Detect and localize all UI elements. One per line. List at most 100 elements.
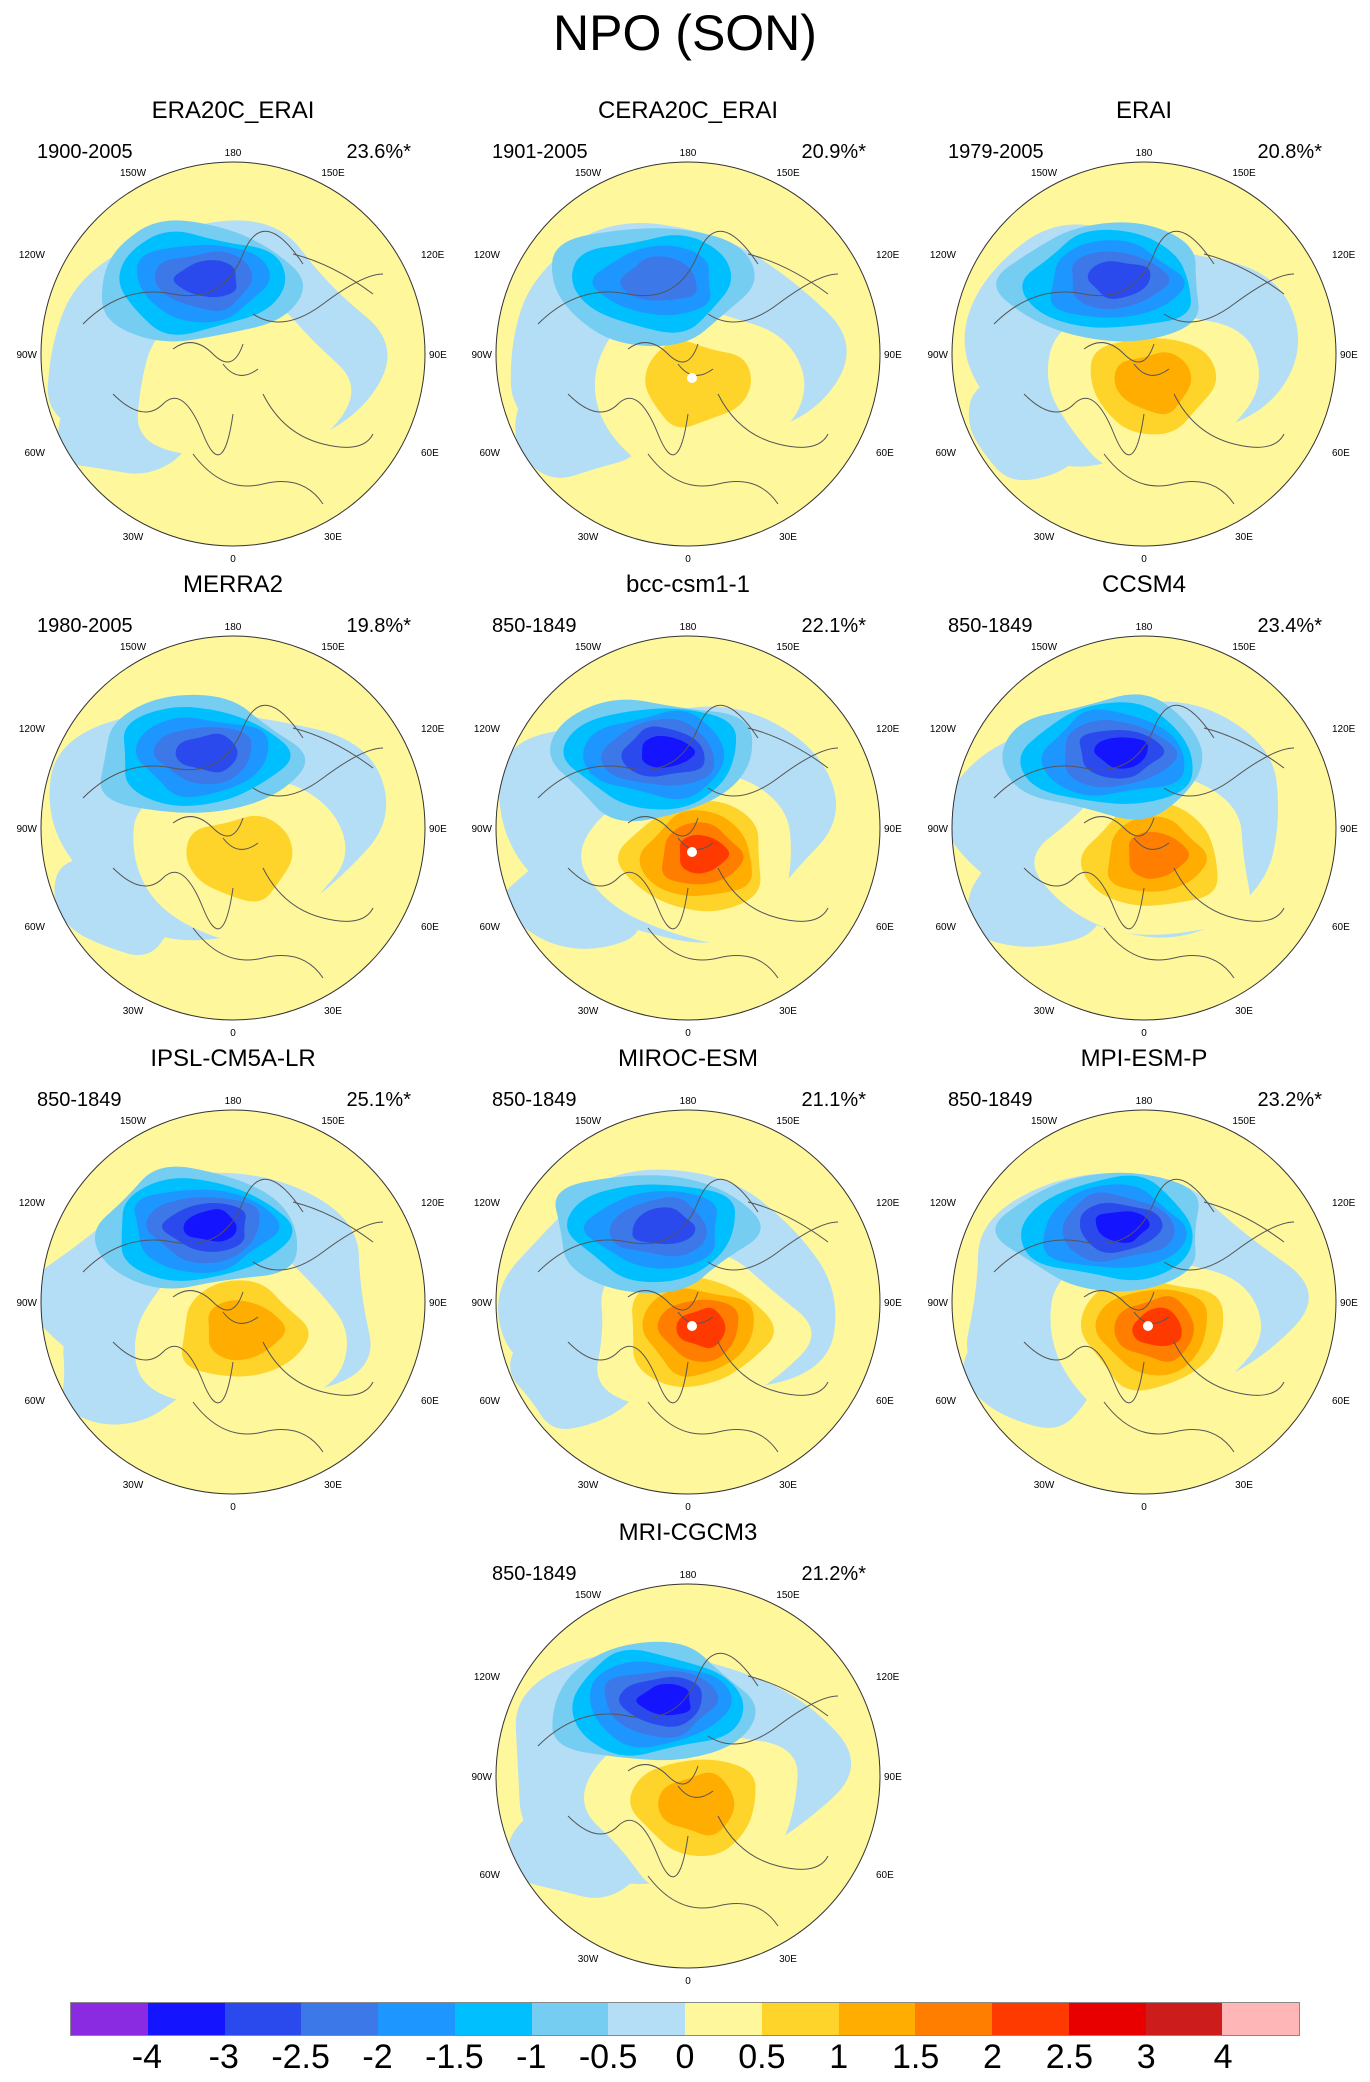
longitude-label: 120W xyxy=(474,1672,501,1683)
longitude-label: 90E xyxy=(429,824,447,835)
colorbar-cell xyxy=(147,2003,225,2035)
longitude-label: 30E xyxy=(324,1006,342,1017)
negative-contour xyxy=(636,1683,691,1716)
longitude-label: 180 xyxy=(225,622,242,633)
longitude-label: 120E xyxy=(876,250,900,261)
colorbar-cell xyxy=(915,2003,992,2035)
longitude-label: 120W xyxy=(19,250,46,261)
longitude-label: 60W xyxy=(479,922,500,933)
longitude-label: 180 xyxy=(680,148,697,159)
longitude-label: 30W xyxy=(578,1480,599,1491)
polar-map: MRI-CGCM3 850-1849 21.2%* 180 150W 150E 120W 12… xyxy=(471,1519,902,1987)
longitude-label: 150E xyxy=(1232,1116,1256,1127)
colorbar-labels: -4 -3 -2.5 -2 -1.5 -1 -0.5 0 0.5 1 1.5 2 2.5 3 4 xyxy=(0,2036,1370,2080)
coastlines xyxy=(537,1178,839,1453)
longitude-label: 60W xyxy=(479,1870,500,1881)
longitude-label: 120W xyxy=(474,724,501,735)
longitude-label: 150W xyxy=(1031,1116,1058,1127)
map-panel: IPSL-CM5A-LR 850-1849 25.1%* 180 150W 150E 120… xyxy=(15,1040,447,1513)
map-outline xyxy=(40,161,426,547)
longitude-label: 150W xyxy=(575,642,602,653)
longitude-label: 150E xyxy=(776,642,800,653)
longitude-label: 120E xyxy=(876,724,900,735)
polar-map: bcc-csm1-1 850-1849 22.1%* 180 150W 150E 120W 1… xyxy=(471,571,902,1039)
colorbar-tick-label: 3 xyxy=(1136,2038,1156,2076)
coastlines xyxy=(993,704,1295,979)
longitude-label: 30E xyxy=(324,1480,342,1491)
negative-contour xyxy=(183,1209,237,1242)
pole-marker xyxy=(1143,1321,1153,1331)
anomaly-field xyxy=(952,636,1336,1020)
pole-marker xyxy=(687,1321,697,1331)
longitude-label: 30E xyxy=(779,532,797,543)
panel-title: ERAI xyxy=(1116,97,1172,124)
coastlines xyxy=(82,704,384,979)
longitude-label: 90E xyxy=(884,824,902,835)
coastlines xyxy=(537,704,839,979)
longitude-label: 30W xyxy=(578,1006,599,1017)
longitude-label: 60E xyxy=(876,448,894,459)
colorbar-tick-label: 2.5 xyxy=(1045,2038,1094,2076)
colorbar-cell xyxy=(761,2003,839,2035)
colorbar-cell xyxy=(608,2003,685,2035)
colorbar-cell xyxy=(685,2003,762,2035)
longitude-label: 0 xyxy=(1141,1028,1147,1039)
negative-contour xyxy=(620,256,697,301)
positive-contour xyxy=(1114,352,1192,415)
panel-title: MRI-CGCM3 xyxy=(619,1519,758,1546)
longitude-label: 60E xyxy=(1332,448,1350,459)
longitude-label: 0 xyxy=(685,554,691,565)
panel-variance: 22.1%* xyxy=(802,615,867,637)
longitude-label: 120W xyxy=(19,724,46,735)
colorbar-cell xyxy=(1145,2003,1223,2035)
longitude-label: 90W xyxy=(471,350,492,361)
map-outline xyxy=(951,161,1337,547)
negative-contour xyxy=(1095,1211,1150,1243)
longitude-label: 120E xyxy=(1332,724,1356,735)
negative-contour xyxy=(1087,261,1151,299)
longitude-label: 120W xyxy=(930,724,957,735)
colorbar-cell xyxy=(531,2003,609,2035)
longitude-label: 30E xyxy=(779,1480,797,1491)
longitude-label: 90W xyxy=(16,824,37,835)
panel-variance: 25.1%* xyxy=(347,1089,412,1111)
longitude-label: 60E xyxy=(421,448,439,459)
longitude-label: 60W xyxy=(479,448,500,459)
colorbar-tick-label: -2 xyxy=(362,2038,393,2076)
longitude-label: 150W xyxy=(575,168,602,179)
longitude-label: 120E xyxy=(876,1672,900,1683)
longitude-label: 60E xyxy=(1332,922,1350,933)
panel-variance: 21.2%* xyxy=(802,1563,867,1585)
coastlines xyxy=(537,230,839,505)
colorbar-cell xyxy=(378,2003,455,2035)
longitude-label: 120E xyxy=(1332,250,1356,261)
longitude-label: 90W xyxy=(16,1298,37,1309)
panel-variance: 23.4%* xyxy=(1258,615,1323,637)
longitude-label: 180 xyxy=(680,1096,697,1107)
longitude-label: 90E xyxy=(884,1772,902,1783)
positive-contour xyxy=(1132,1307,1182,1347)
panel-title: CERA20C_ERAI xyxy=(598,97,778,124)
positive-contour xyxy=(186,815,293,902)
longitude-label: 150W xyxy=(575,1590,602,1601)
panel-variance: 23.6%* xyxy=(347,141,412,163)
longitude-label: 150W xyxy=(575,1116,602,1127)
longitude-label: 120E xyxy=(421,724,445,735)
longitude-label: 90E xyxy=(1340,824,1358,835)
panel-variance: 21.1%* xyxy=(802,1089,867,1111)
panel-period: 1900-2005 xyxy=(37,141,133,163)
map-outline xyxy=(495,1109,881,1495)
map-panel: ERAI 1979-2005 20.8%* 180 150W 150E 120W 120E 90… xyxy=(926,92,1358,565)
longitude-label: 120W xyxy=(930,250,957,261)
panel-variance: 20.9%* xyxy=(802,141,867,163)
panel-title: MIROC-ESM xyxy=(618,1045,758,1072)
longitude-label: 150E xyxy=(321,642,345,653)
anomaly-field xyxy=(496,1110,880,1494)
longitude-label: 60E xyxy=(421,922,439,933)
longitude-label: 60W xyxy=(479,1396,500,1407)
colorbar-cell xyxy=(1222,2003,1299,2035)
longitude-label: 0 xyxy=(685,1028,691,1039)
longitude-label: 120W xyxy=(19,1198,46,1209)
longitude-label: 150W xyxy=(120,642,147,653)
longitude-label: 90E xyxy=(884,350,902,361)
